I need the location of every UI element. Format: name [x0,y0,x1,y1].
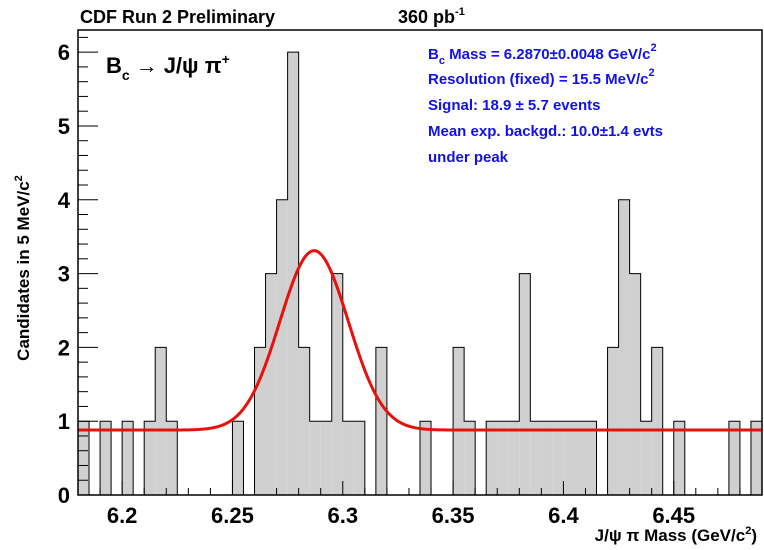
histogram-bar [651,347,663,495]
histogram-bar [420,421,432,495]
histogram-bar [728,421,740,495]
fit-curve [78,249,762,432]
histogram-bar [78,421,90,495]
histogram-bar [265,273,277,495]
mass-text: Mass = 6.2870±0.0048 GeV/c [445,46,650,63]
decay-products-sup: + [222,51,230,67]
x-axis-title: J/ψ π Mass (GeV/c2) [595,525,757,545]
luminosity-exponent: -1 [455,6,465,18]
decay-products: J/ψ π [164,53,222,78]
histogram-bar [100,421,112,495]
mass-prefix-sub: c [439,55,445,67]
histogram-bar [519,273,531,495]
y-tick-label: 0 [58,483,70,508]
histogram-bar [618,199,630,495]
histogram-bar [144,421,156,495]
histogram-bar [607,347,619,495]
mass-prefix: B [428,46,439,63]
histogram-bar [585,421,597,495]
x-axis-title-close: ) [751,526,757,545]
histogram-bar [276,199,288,495]
experiment-label: CDF Run 2 Preliminary [80,7,275,27]
x-tick-label: 6.2 [107,503,138,528]
y-tick-label: 1 [58,409,70,434]
fit-info-signal: Signal: 18.9 ± 5.7 events [428,97,600,114]
histogram-bar [375,347,387,495]
x-tick-label: 6.4 [548,503,579,528]
histogram-bar [673,421,685,495]
resolution-text: Resolution (fixed) = 15.5 MeV/c [428,71,648,88]
histogram-bar [353,421,365,495]
x-tick-label: 6.45 [652,503,695,528]
mass-sup: 2 [650,42,656,54]
histogram-bar [508,421,520,495]
decay-particle-sub: c [122,67,130,83]
histogram-bar [122,421,134,495]
decay-label: Bc → J/ψ π+ [106,51,230,83]
histogram-bar [254,347,266,495]
y-axis-title-sup: 2 [13,175,25,181]
histogram-bar [574,421,586,495]
histogram-bar [563,421,575,495]
histogram-bar [155,347,167,495]
y-tick-label: 4 [58,188,71,213]
resolution-sup: 2 [648,67,654,79]
decay-particle: B [106,53,122,78]
x-tick-label: 6.25 [211,503,254,528]
y-tick-label: 2 [58,335,70,360]
histogram-bar [342,421,354,495]
plot-frame [77,29,763,496]
y-axis-ticks: 0 1 2 3 4 5 6 [58,36,98,508]
histogram-bar [464,421,476,495]
fit-info-under-peak: under peak [428,149,509,166]
histogram-bar [629,273,641,495]
histogram-bar [750,421,762,495]
luminosity-label: 360 pb-1 [398,6,465,27]
fit-info-background: Mean exp. backgd.: 10.0±1.4 evts [428,123,663,140]
histogram-bar [453,347,465,495]
x-tick-label: 6.35 [432,503,475,528]
y-tick-label: 6 [58,40,70,65]
fit-info-resolution: Resolution (fixed) = 15.5 MeV/c2 [428,67,655,88]
histogram-bar [541,421,553,495]
y-axis-title: Candidates in 5 MeV/c2 [13,175,33,361]
histogram-bar [497,421,509,495]
histogram-bar [287,52,299,496]
decay-arrow: → [136,53,158,78]
histogram-bar [640,421,652,495]
x-axis-ticks: 6.2 6.25 6.3 6.35 6.4 6.45 [77,481,763,528]
histogram-bar [320,421,332,495]
histogram-bar [232,421,244,495]
histogram-bar [331,273,343,495]
luminosity-value: 360 pb [398,7,455,27]
y-tick-label: 5 [58,114,70,139]
x-axis-title-text: J/ψ π Mass (GeV/c [595,526,746,545]
histogram-bars [78,52,762,496]
histogram-bar [530,421,542,495]
histogram-bar [486,421,498,495]
x-axis-title-sup: 2 [745,525,751,537]
histogram-bar [309,421,321,495]
histogram-bar [552,421,564,495]
fit-info-mass: Bc Mass = 6.2870±0.0048 GeV/c2 [428,42,657,67]
x-tick-label: 6.3 [327,503,358,528]
histogram-bar [166,421,178,495]
y-axis-title-text: Candidates in 5 MeV/c [14,181,33,361]
y-tick-label: 3 [58,262,70,287]
histogram-bar [298,347,310,495]
